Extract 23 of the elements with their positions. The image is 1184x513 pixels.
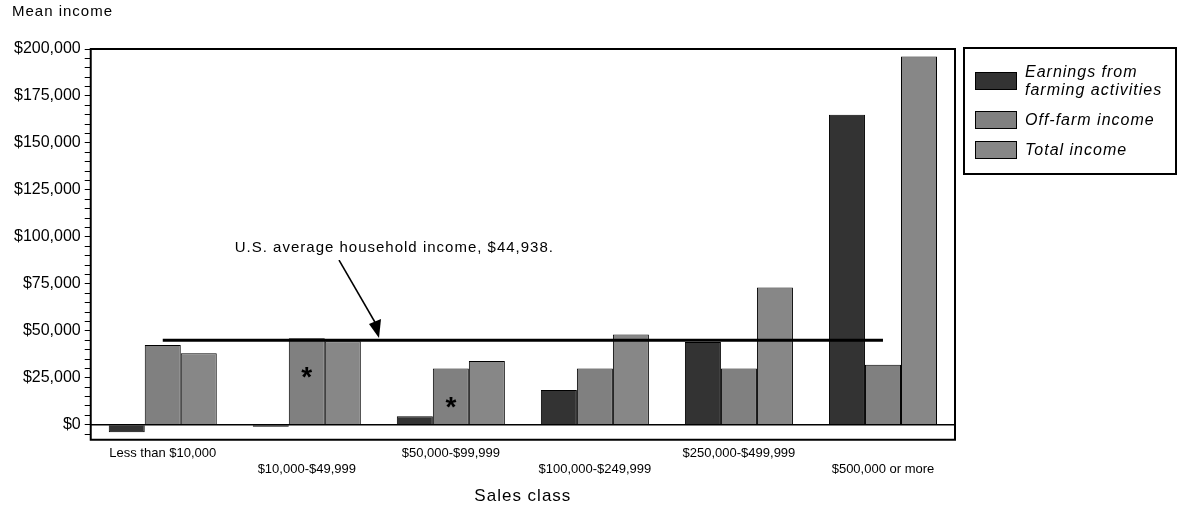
x-tick-label: $500,000 or more bbox=[831, 460, 935, 476]
y-axis-title: Mean income bbox=[12, 2, 114, 19]
annotation: * bbox=[445, 391, 457, 423]
annotation: * bbox=[301, 361, 313, 393]
legend-label: Off-farm income bbox=[1025, 111, 1155, 129]
y-tick-label: $25,000 bbox=[22, 368, 81, 386]
annotation: U.S. average household income, $44,938. bbox=[234, 238, 554, 256]
x-tick-label: $50,000-$99,999 bbox=[401, 445, 500, 461]
y-tick-label: $175,000 bbox=[14, 86, 81, 104]
y-tick-label: $50,000 bbox=[22, 321, 81, 339]
x-tick-label: Less than $10,000 bbox=[109, 445, 217, 461]
y-tick-label: $0 bbox=[62, 415, 81, 433]
x-tick-label: $250,000-$499,999 bbox=[682, 445, 796, 461]
y-tick-label: $125,000 bbox=[14, 180, 81, 198]
legend-label: Total income bbox=[1025, 141, 1128, 159]
y-tick-label: $150,000 bbox=[14, 133, 81, 151]
x-tick-label: $100,000-$249,999 bbox=[538, 460, 652, 476]
y-tick-label: $100,000 bbox=[14, 227, 81, 245]
x-axis-title: Sales class bbox=[474, 486, 572, 506]
x-tick-label: $10,000-$49,999 bbox=[257, 460, 356, 476]
legend-label: Earnings from farming activities bbox=[1025, 63, 1164, 99]
y-tick-label: $75,000 bbox=[22, 274, 81, 292]
y-tick-label: $200,000 bbox=[14, 39, 81, 57]
